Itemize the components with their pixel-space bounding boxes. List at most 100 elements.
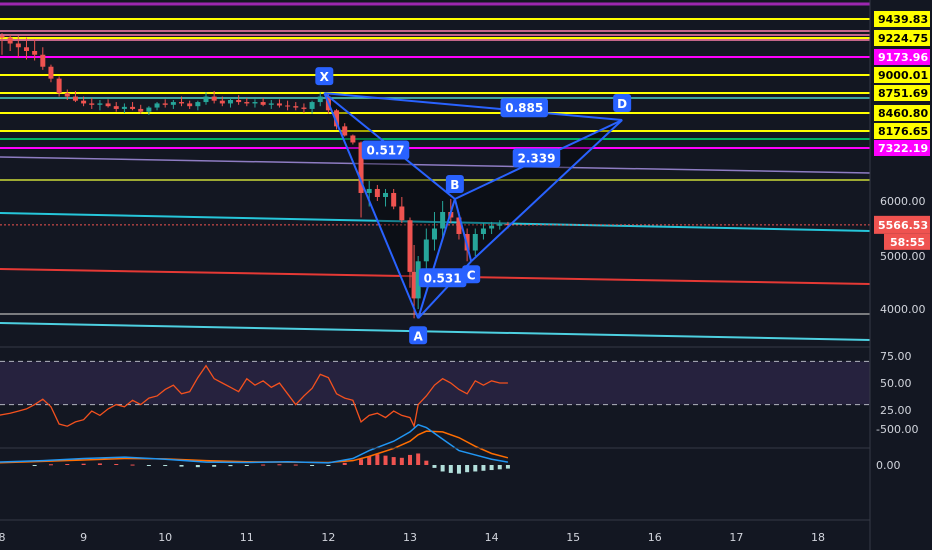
candle-body bbox=[497, 224, 503, 226]
candle-body bbox=[56, 78, 62, 94]
level-price-tag-label: 7322.19 bbox=[878, 142, 928, 155]
macd-histogram-bar bbox=[81, 463, 86, 465]
candle-body bbox=[72, 96, 78, 101]
candle-body bbox=[383, 192, 389, 197]
candle-body bbox=[7, 37, 13, 44]
level-price-tag-label: 8176.65 bbox=[878, 125, 928, 138]
candle-body bbox=[23, 47, 29, 51]
pattern-ratio-label: 0.517 bbox=[367, 143, 405, 157]
candle-body bbox=[423, 239, 429, 262]
ab-leg bbox=[417, 198, 456, 319]
level-price-tag-bg bbox=[874, 11, 930, 27]
macd-histogram-bar bbox=[424, 460, 429, 465]
pattern-ratio-label: 0.885 bbox=[505, 101, 543, 115]
candle-body bbox=[162, 103, 168, 105]
time-tick-label: 11 bbox=[240, 531, 254, 544]
candle-body bbox=[97, 103, 103, 105]
level-price-tag-bg bbox=[874, 30, 930, 46]
macd-histogram-bar bbox=[163, 465, 168, 467]
time-tick-label: 15 bbox=[566, 531, 580, 544]
pattern-point-bg bbox=[445, 174, 464, 193]
candle-body bbox=[489, 225, 495, 229]
candle-body bbox=[121, 106, 127, 109]
rsi-band bbox=[0, 361, 870, 405]
level-price-tag: 7322.19 bbox=[874, 140, 930, 156]
pattern-ratio: 0.531 bbox=[418, 268, 467, 288]
level-price-tag-bg bbox=[874, 123, 930, 139]
pattern-ratio-bg bbox=[418, 268, 467, 288]
current-price-tag-bg bbox=[874, 215, 930, 234]
level-price-tag-bg bbox=[874, 85, 930, 101]
level-price-tag-bg bbox=[874, 140, 930, 156]
candle-body bbox=[48, 66, 54, 79]
macd-histogram-bar bbox=[465, 465, 470, 473]
rsi-tick-label: 25.00 bbox=[880, 404, 912, 417]
pattern-ratio-label: 0.531 bbox=[424, 271, 462, 285]
macd-histogram-bar bbox=[497, 465, 502, 470]
candle-body bbox=[276, 103, 282, 106]
macd-histogram-bar bbox=[310, 465, 315, 466]
macd-histogram-bar bbox=[489, 465, 494, 471]
macd-histogram-bar bbox=[399, 457, 404, 465]
pattern-ratio: 0.885 bbox=[500, 98, 548, 118]
rsi-line bbox=[0, 364, 508, 429]
macd-histogram-bar bbox=[179, 465, 184, 467]
macd-histogram-bar bbox=[130, 464, 135, 466]
macd-histogram-bar bbox=[440, 465, 445, 472]
candle-body bbox=[227, 99, 233, 104]
xab-triangle bbox=[324, 93, 455, 319]
macd-histogram-bar bbox=[277, 464, 282, 466]
candle-body bbox=[219, 100, 225, 104]
candle-body bbox=[81, 100, 87, 104]
candle-body bbox=[334, 110, 340, 127]
macd-tick-label: 0.00 bbox=[876, 459, 901, 472]
macd-histogram-bar bbox=[481, 465, 486, 471]
level-price-tag: 9173.96 bbox=[874, 49, 930, 65]
xd-leg bbox=[324, 92, 623, 122]
pattern-ratio: 0.517 bbox=[361, 140, 410, 160]
pattern-point-bg bbox=[315, 67, 334, 86]
price-tick-label: 5000.00 bbox=[880, 250, 926, 263]
cyan-lower-trendline bbox=[0, 322, 871, 341]
macd-histogram-bar bbox=[391, 457, 396, 465]
candle-body bbox=[366, 188, 372, 193]
candle-body bbox=[138, 108, 144, 112]
macd-histogram-bar bbox=[367, 456, 372, 465]
candle-body bbox=[236, 99, 242, 103]
macd-histogram-bar bbox=[48, 464, 53, 466]
level-price-tag-label: 8460.80 bbox=[878, 107, 928, 120]
level-price-tag-label: 8751.69 bbox=[878, 87, 928, 100]
current-price-tag-label: 5566.53 bbox=[878, 219, 928, 232]
candle-body bbox=[268, 103, 274, 105]
candle-body bbox=[431, 228, 437, 240]
level-price-tag-bg bbox=[874, 67, 930, 83]
pattern-point-d: D bbox=[613, 94, 632, 113]
macd-pane-bg bbox=[0, 450, 870, 520]
candle-body bbox=[293, 106, 299, 108]
candle-body bbox=[399, 206, 405, 221]
pattern-point-label: A bbox=[414, 329, 424, 343]
level-price-tag: 9439.83 bbox=[874, 11, 930, 27]
macd-signal-line bbox=[0, 430, 509, 464]
macd-histogram-bar bbox=[244, 465, 249, 466]
rsi-pane bbox=[0, 348, 870, 440]
candle-body bbox=[301, 107, 307, 109]
current-price-tag: 5566.53 bbox=[874, 215, 930, 234]
candle-body bbox=[472, 234, 478, 251]
level-price-tag-label: 9000.01 bbox=[878, 69, 928, 82]
bc-leg bbox=[453, 198, 473, 262]
candle-body bbox=[187, 103, 193, 107]
candle-body bbox=[317, 96, 323, 103]
candle-body bbox=[244, 102, 250, 104]
candle-body bbox=[146, 107, 152, 112]
candle-body bbox=[113, 106, 119, 109]
macd-histogram-bar bbox=[228, 465, 233, 467]
candle-body bbox=[480, 228, 486, 234]
price-tick-label: 6000.00 bbox=[880, 195, 926, 208]
level-price-tag-bg bbox=[874, 105, 930, 121]
time-tick-label: 17 bbox=[729, 531, 743, 544]
candle-body bbox=[505, 224, 511, 226]
candle-body bbox=[342, 126, 348, 136]
pattern-ratio-bg bbox=[512, 148, 561, 168]
